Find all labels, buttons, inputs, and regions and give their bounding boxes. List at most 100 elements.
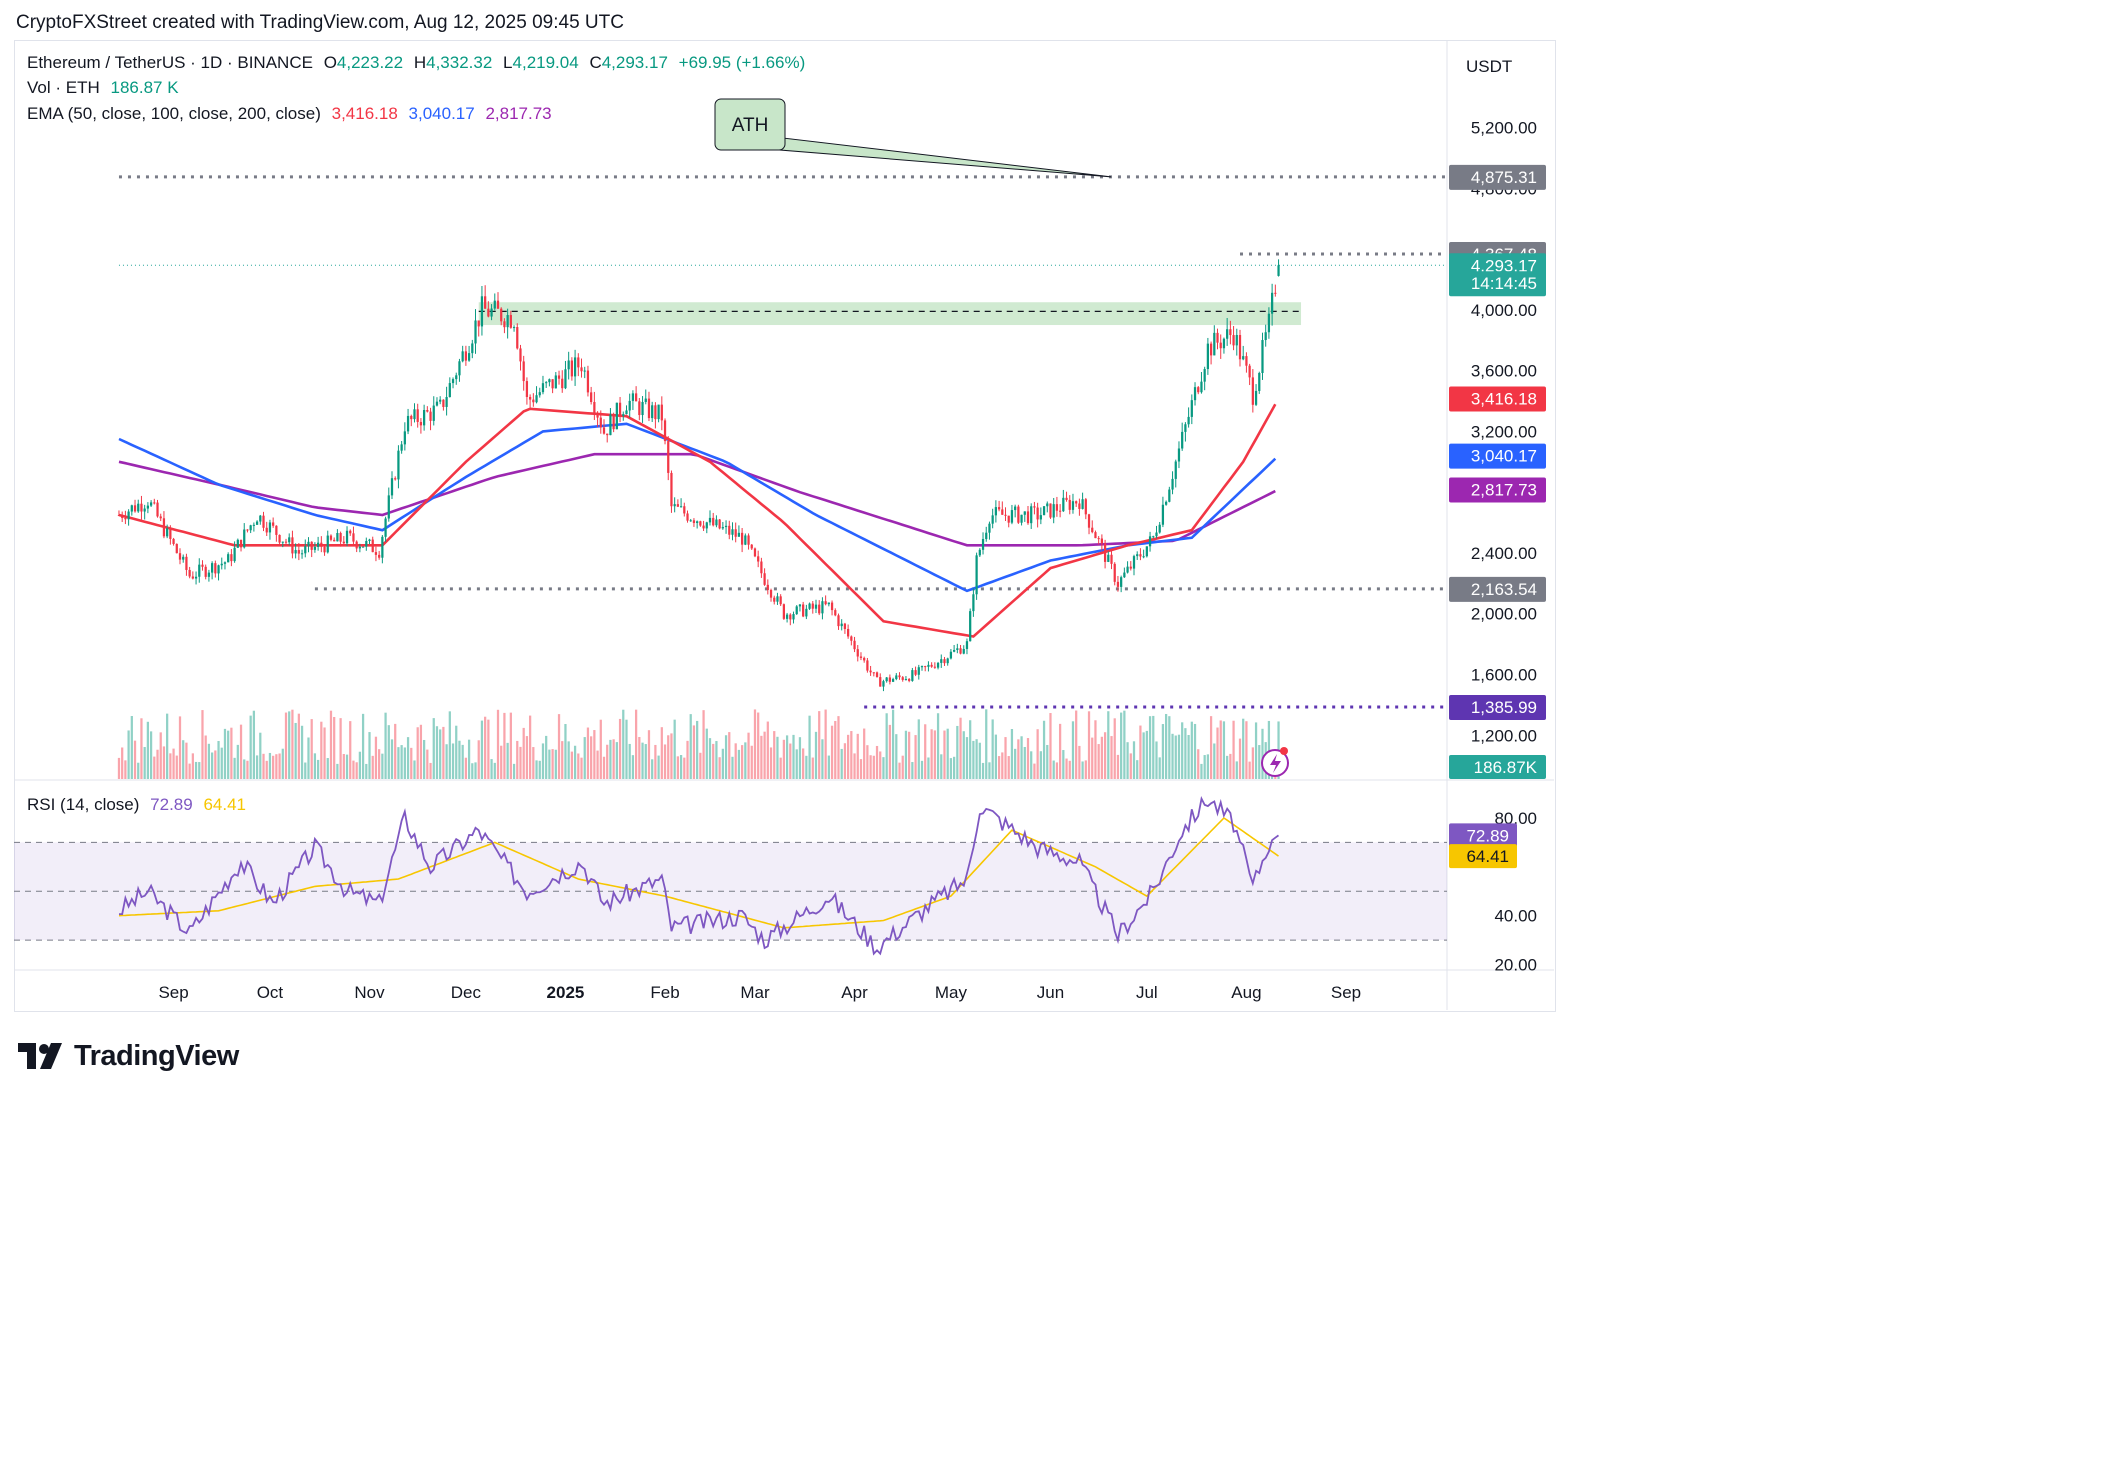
volume-bar [943, 730, 946, 779]
volume-bar [545, 735, 548, 779]
volume-axis-badge [1449, 755, 1546, 779]
volume-bar [194, 761, 198, 779]
candle [1158, 524, 1161, 533]
volume-bar [683, 757, 686, 779]
candle [1200, 381, 1203, 393]
volume-bar [307, 737, 310, 779]
symbol-legend[interactable]: Ethereum / TetherUS · 1D · BINANCE O4,22… [27, 53, 811, 73]
candle [1068, 499, 1071, 510]
candle [143, 508, 146, 512]
candle [140, 503, 143, 512]
volume-bar [795, 749, 798, 779]
x-tick-label: Oct [257, 983, 284, 1002]
volume-bar [660, 727, 663, 779]
candle [361, 546, 365, 548]
ema-label: EMA (50, close, 100, close, 200, close) [27, 104, 321, 123]
volume-bar [885, 713, 888, 779]
candle [808, 603, 811, 609]
candle [512, 327, 516, 329]
candle [204, 566, 207, 577]
candle [278, 534, 281, 543]
candle [760, 561, 763, 574]
volume-bar [1193, 723, 1197, 779]
candle [1126, 566, 1129, 573]
volume-bar [445, 744, 448, 779]
candle [397, 450, 400, 480]
ath-callout-pointer [779, 137, 1112, 178]
candle [850, 636, 853, 641]
volume-bar [898, 762, 901, 779]
volume-bar [220, 747, 223, 779]
price-axis-badge [1449, 271, 1546, 297]
candle [596, 413, 599, 418]
price-axis-badge [1449, 477, 1546, 503]
candle [133, 505, 137, 512]
volume-bar [1209, 716, 1213, 779]
candle [1145, 546, 1148, 557]
candle [1174, 461, 1177, 479]
candle [686, 513, 689, 521]
volume-bar [978, 742, 981, 779]
chart-frame[interactable] [14, 40, 1556, 1012]
volume-bar [1242, 718, 1245, 779]
candle [464, 351, 468, 361]
volume-bar [956, 725, 959, 779]
candle [320, 542, 323, 547]
candle [792, 614, 795, 620]
candle [670, 472, 673, 507]
candle [519, 348, 522, 362]
volume-bar [985, 709, 988, 779]
candle [1197, 387, 1200, 393]
volume-bar [728, 732, 731, 779]
volume-bar [708, 738, 712, 779]
tradingview-logo[interactable]: TradingView [18, 1040, 239, 1073]
volume-bar [352, 760, 355, 779]
candle [991, 515, 994, 524]
volume-bar [972, 740, 975, 779]
volume-bar [378, 749, 381, 779]
volume-bar [506, 742, 509, 779]
volume-series [117, 709, 1280, 779]
candle [159, 516, 162, 519]
candle [927, 664, 930, 667]
volume-bar [166, 713, 169, 779]
candle [345, 530, 349, 544]
ema100-value: 3,040.17 [408, 104, 475, 123]
candle [175, 543, 178, 554]
volume-bar [686, 740, 689, 779]
volume-bar [834, 720, 837, 779]
volume-bar [785, 735, 789, 779]
candle [400, 444, 403, 451]
volume-bar [310, 719, 313, 779]
volume-legend[interactable]: Vol · ETH 186.87 K [27, 78, 185, 98]
volume-bar [1216, 727, 1219, 779]
candle [426, 410, 429, 412]
volume-bar [1261, 728, 1264, 779]
volume-bar [920, 760, 924, 779]
volume-bar [843, 743, 847, 779]
candle [1258, 372, 1261, 391]
volume-bar [776, 736, 779, 779]
candle [445, 397, 448, 407]
rsi-legend[interactable]: RSI (14, close) 72.89 64.41 [27, 795, 252, 815]
candle [516, 327, 519, 349]
volume-bar [1103, 732, 1107, 779]
candle [169, 528, 172, 539]
volume-bar [1065, 758, 1068, 779]
candle [1184, 424, 1187, 432]
rsi-tick-label: 80.00 [1494, 809, 1537, 828]
ema-legend[interactable]: EMA (50, close, 100, close, 200, close) … [27, 104, 558, 124]
candle [1251, 377, 1254, 405]
price-chart[interactable]: USDTATH5,200.004,800.004,400.004,000.003… [0, 0, 1568, 1105]
candle [243, 529, 246, 548]
candle [249, 525, 252, 531]
symbol-name[interactable]: Ethereum / TetherUS · 1D · BINANCE [27, 53, 313, 72]
volume-bar [657, 755, 660, 779]
candle [1107, 554, 1110, 562]
volume-bar [1174, 735, 1177, 779]
candle [455, 375, 458, 380]
candle [448, 383, 451, 398]
volume-bar [484, 716, 487, 779]
candle [782, 604, 786, 619]
volume-bar [654, 744, 657, 779]
